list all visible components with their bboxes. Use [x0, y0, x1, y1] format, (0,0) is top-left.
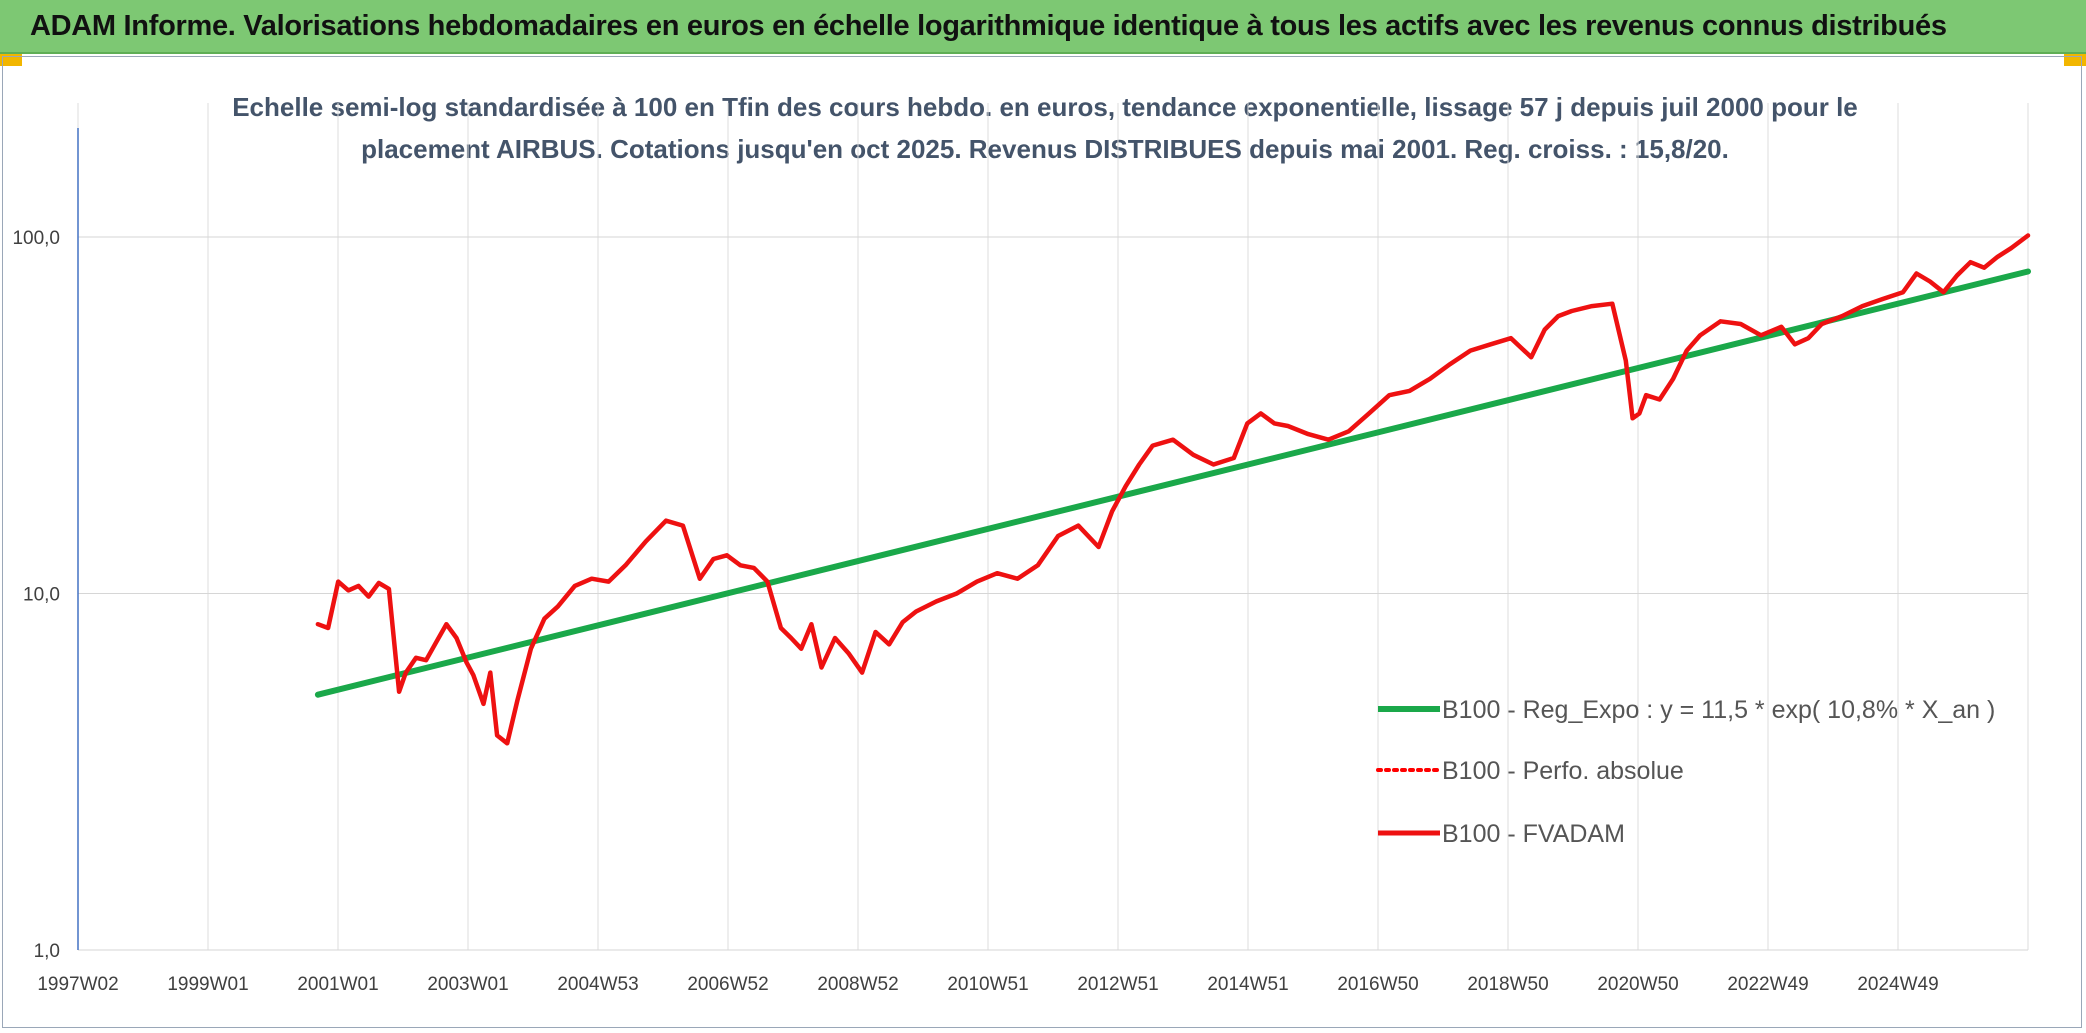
- x-tick-label: 2022W49: [1727, 974, 1808, 995]
- y-tick-label: 1,0: [34, 941, 60, 962]
- legend: B100 - Reg_Expo : y = 11,5 * exp( 10,8% …: [1376, 696, 1995, 848]
- x-tick-label: 2016W50: [1337, 974, 1418, 995]
- trend-line: [314, 268, 2031, 698]
- corner-mark-left: [0, 54, 22, 66]
- fvadam-line: [315, 233, 2031, 746]
- x-tick-label: 2018W50: [1467, 974, 1548, 995]
- gridlines: [77, 103, 2029, 951]
- chart-frame: [2, 56, 2082, 1028]
- x-tick-label: 2010W51: [947, 974, 1028, 995]
- report-title: ADAM Informe. Valorisations hebdomadaire…: [30, 9, 1947, 42]
- legend-label-perf: B100 - Perfo. absolue: [1442, 757, 1684, 785]
- x-tick-label: 2006W52: [687, 974, 768, 995]
- x-tick-label: 2024W49: [1857, 974, 1938, 995]
- x-tick-label: 2020W50: [1597, 974, 1678, 995]
- legend-label-fvadam: B100 - FVADAM: [1442, 820, 1625, 848]
- report-header: ADAM Informe. Valorisations hebdomadaire…: [0, 0, 2086, 54]
- x-tick-label: 2001W01: [297, 974, 378, 995]
- x-tick-label: 1999W01: [167, 974, 248, 995]
- x-tick-label: 2012W51: [1077, 974, 1158, 995]
- x-tick-label: 2014W51: [1207, 974, 1288, 995]
- x-tick-label: 2008W52: [817, 974, 898, 995]
- axes: 1997W02 1999W01 2001W01 2003W01 2004W53 2006W…: [12, 128, 1939, 995]
- x-tick-label: 2003W01: [427, 974, 508, 995]
- legend-label-trend: B100 - Reg_Expo : y = 11,5 * exp( 10,8% …: [1442, 696, 1995, 724]
- corner-mark-right: [2064, 54, 2086, 66]
- y-tick-label: 100,0: [12, 228, 60, 249]
- x-tick-label: 1997W02: [37, 974, 118, 995]
- y-tick-label: 10,0: [23, 585, 60, 606]
- series-lines: [314, 233, 2031, 746]
- chart-title-line-1: Echelle semi-log standardisée à 100 en T…: [232, 92, 1858, 122]
- chart-title-line-2: placement AIRBUS. Cotations jusqu'en oct…: [361, 134, 1729, 164]
- x-tick-label: 2004W53: [557, 974, 638, 995]
